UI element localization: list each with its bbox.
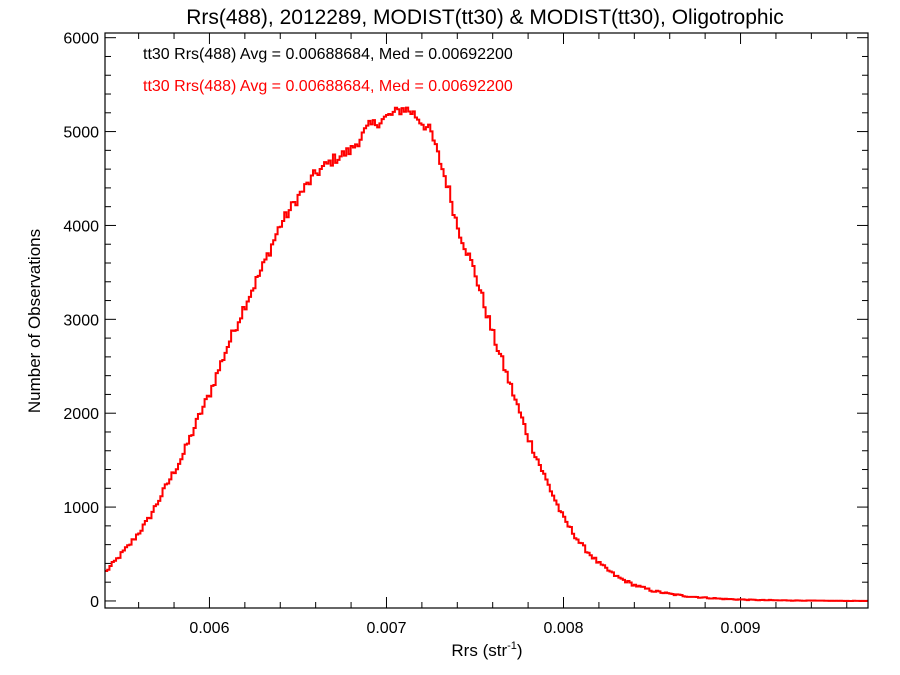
plot-frame (104, 32, 869, 609)
y-tick-label: 5000 (63, 125, 99, 142)
x-tick-label: 0.006 (189, 620, 229, 637)
chart-title: Rrs(488), 2012289, MODIST(tt30) & MODIST… (186, 6, 784, 29)
legend-entry-black: tt30 Rrs(488) Avg = 0.00688684, Med = 0.… (143, 46, 513, 63)
axis-ticks (105, 33, 868, 608)
x-axis-label-main: Rrs (str (451, 641, 507, 660)
series-line (105, 106, 868, 602)
x-tick-label: 0.009 (721, 620, 761, 637)
y-tick-label: 2000 (63, 406, 99, 423)
legend: tt30 Rrs(488) Avg = 0.00688684, Med = 0.… (143, 46, 513, 95)
x-tick-label: 0.008 (543, 620, 583, 637)
y-tick-label: 1000 (63, 500, 99, 517)
y-tick-label: 6000 (63, 31, 99, 48)
x-axis-label: Rrs (str-1) (451, 640, 522, 660)
x-axis-label-superscript: -1 (507, 640, 517, 652)
tick-labels: 0.006 0.007 0.008 0.009 0 1000 2000 3000 4000 500… (63, 31, 760, 637)
y-tick-label: 4000 (63, 218, 99, 235)
x-axis-label-tail: ) (517, 641, 523, 660)
y-tick-label: 0 (90, 594, 99, 611)
y-axis-label: Number of Observations (25, 229, 44, 413)
legend-entry-red: tt30 Rrs(488) Avg = 0.00688684, Med = 0.… (143, 78, 513, 95)
x-tick-label: 0.007 (366, 620, 406, 637)
y-tick-label: 3000 (63, 312, 99, 329)
